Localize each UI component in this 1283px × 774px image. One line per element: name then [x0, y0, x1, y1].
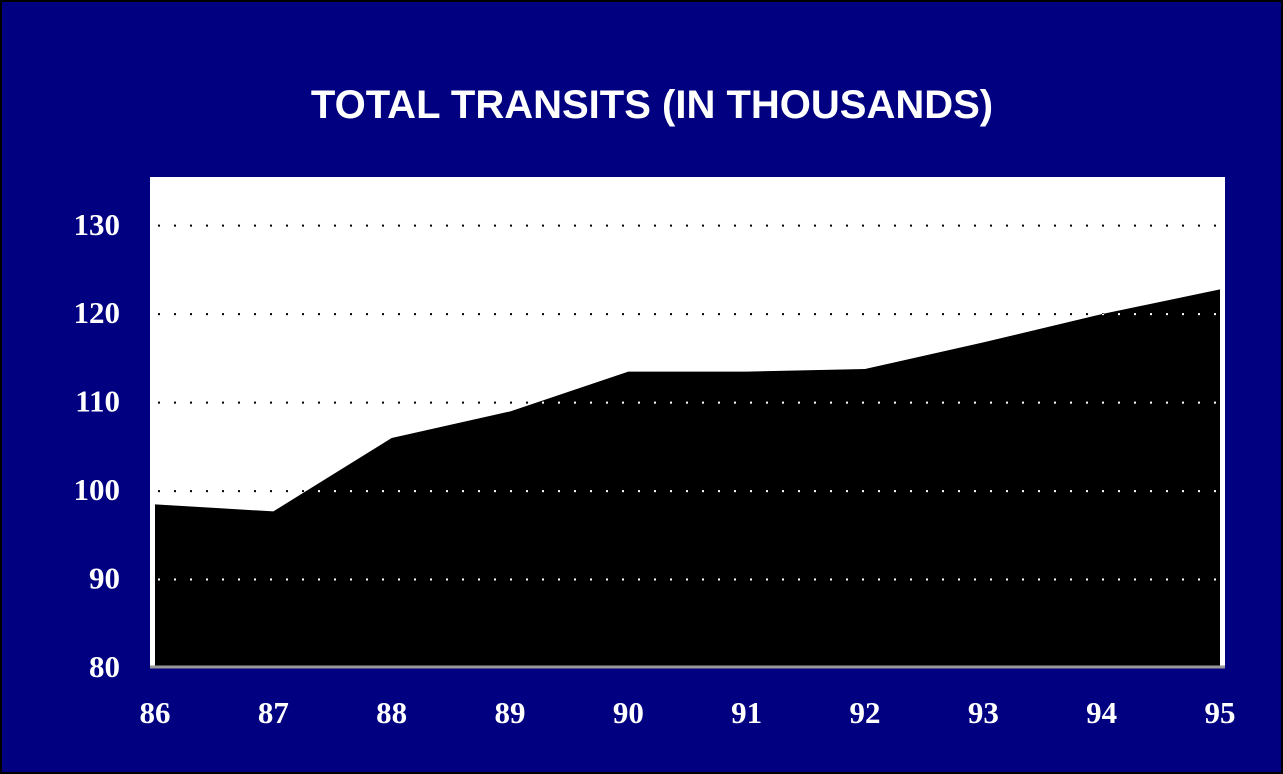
- x-tick-label: 89: [495, 695, 526, 730]
- x-tick-label: 92: [850, 695, 881, 730]
- x-tick-label: 94: [1086, 695, 1117, 730]
- y-tick-label: 120: [74, 295, 121, 330]
- chart-title: TOTAL TRANSITS (IN THOUSANDS): [311, 83, 993, 127]
- area: [155, 289, 1220, 668]
- y-tick-label: 130: [74, 207, 121, 242]
- y-tick-label: 110: [75, 384, 120, 419]
- y-tick-label: 80: [89, 649, 120, 684]
- y-tick-label: 90: [89, 561, 120, 596]
- x-tick-label: 87: [258, 695, 289, 730]
- x-tick-label: 91: [731, 695, 762, 730]
- x-tick-label: 86: [140, 695, 171, 730]
- x-tick-label: 93: [968, 695, 999, 730]
- x-tick-label: 90: [613, 695, 644, 730]
- x-tick-label: 88: [376, 695, 407, 730]
- y-tick-label: 100: [74, 472, 121, 507]
- x-tick-label: 95: [1205, 695, 1236, 730]
